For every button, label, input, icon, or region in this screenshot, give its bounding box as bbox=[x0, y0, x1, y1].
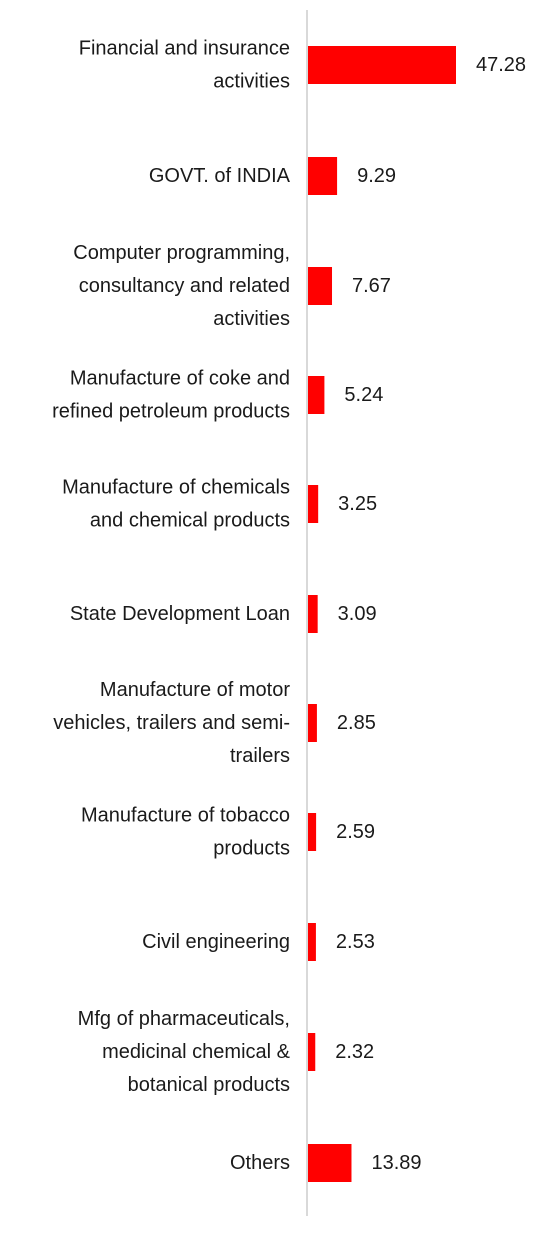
category-label: Manufacture of motor bbox=[100, 679, 290, 701]
category-label: Mfg of pharmaceuticals, bbox=[78, 1008, 290, 1030]
category-label: Manufacture of chemicals bbox=[62, 477, 290, 499]
value-label: 47.28 bbox=[476, 54, 526, 76]
value-label: 7.67 bbox=[352, 275, 391, 297]
category-label: activities bbox=[213, 71, 290, 93]
bar bbox=[308, 923, 316, 961]
value-label: 2.85 bbox=[337, 712, 376, 734]
category-label: products bbox=[213, 838, 290, 860]
category-label: Computer programming, bbox=[73, 242, 290, 264]
value-label: 3.09 bbox=[338, 603, 377, 625]
category-label: botanical products bbox=[128, 1074, 290, 1096]
value-label: 2.59 bbox=[336, 821, 375, 843]
bar bbox=[308, 813, 317, 851]
bar bbox=[308, 485, 319, 523]
value-label: 2.53 bbox=[336, 931, 375, 953]
bar bbox=[308, 1033, 316, 1071]
category-label: Manufacture of coke and bbox=[70, 368, 290, 390]
value-labels-group: 47.28 9.29 7.67 5.24 3.25 3.09 2.85 2.59 2.53 2.3… bbox=[335, 54, 526, 1174]
category-label: consultancy and related bbox=[79, 275, 290, 297]
category-label: GOVT. of INDIA bbox=[149, 165, 291, 187]
bar bbox=[308, 267, 333, 305]
category-label: refined petroleum products bbox=[52, 401, 290, 423]
category-label: Manufacture of tobacco bbox=[81, 805, 290, 827]
category-label: and chemical products bbox=[90, 510, 290, 532]
category-label: vehicles, trailers and semi- bbox=[53, 712, 290, 734]
bar bbox=[308, 1144, 352, 1182]
bar bbox=[308, 376, 325, 414]
category-label: State Development Loan bbox=[70, 603, 290, 625]
value-label: 2.32 bbox=[335, 1041, 374, 1063]
bar bbox=[308, 704, 317, 742]
category-label: activities bbox=[213, 308, 290, 330]
bar bbox=[308, 595, 318, 633]
category-label: medicinal chemical & bbox=[102, 1041, 291, 1063]
value-label: 3.25 bbox=[338, 493, 377, 515]
category-labels-group: Financial and insurance activities GOVT. o… bbox=[52, 38, 291, 1175]
value-label: 5.24 bbox=[344, 384, 383, 406]
category-label: Civil engineering bbox=[142, 931, 290, 953]
bars-group bbox=[308, 46, 456, 1182]
value-label: 9.29 bbox=[357, 165, 396, 187]
bar bbox=[308, 46, 456, 84]
category-label: Others bbox=[230, 1152, 290, 1174]
category-label: trailers bbox=[230, 745, 290, 767]
category-label: Financial and insurance bbox=[79, 38, 290, 60]
value-label: 13.89 bbox=[371, 1152, 421, 1174]
bar bbox=[308, 157, 338, 195]
